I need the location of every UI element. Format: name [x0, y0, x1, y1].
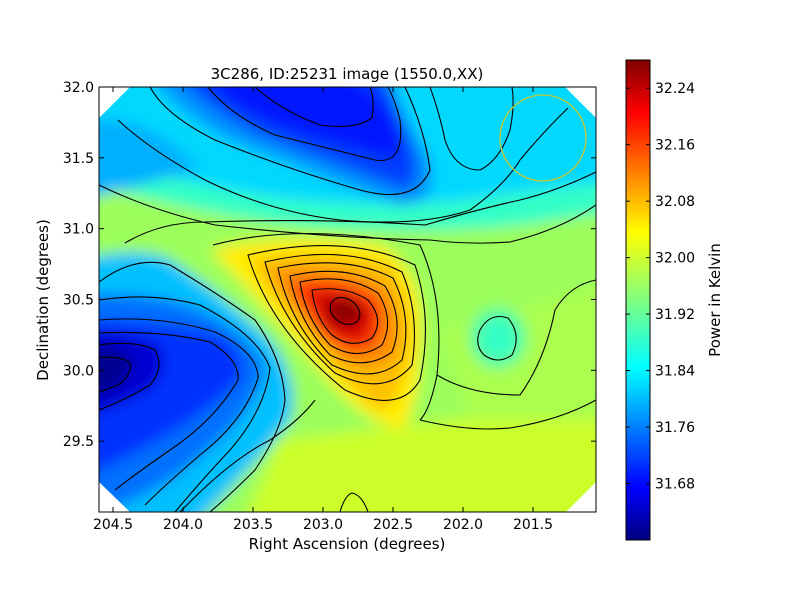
beam-circle-group — [499, 94, 587, 182]
contour-peak-4 — [289, 270, 398, 364]
contour-top-3 — [254, 87, 374, 127]
contour-top-1 — [149, 87, 431, 196]
contour-peak-7 — [247, 245, 426, 401]
colorbar-tick-label: 32.24 — [655, 81, 695, 97]
y-tick-label: 30.0 — [63, 363, 94, 379]
contour-upper-1 — [99, 184, 596, 244]
contour-local-min — [477, 315, 517, 361]
heatmap-field — [99, 87, 596, 512]
colorbar-tick-label: 31.84 — [655, 364, 695, 380]
contour-upper-2 — [124, 169, 596, 244]
x-tick-label: 203.5 — [233, 517, 273, 533]
x-tick-label: 204.5 — [93, 517, 133, 533]
colorbar-tick-label: 32.16 — [655, 138, 695, 154]
chart-title-group: 3C286, ID:25231 image (1550.0,XX) — [211, 65, 484, 83]
contour-band-2 — [436, 279, 596, 396]
y-tick-label: 29.5 — [63, 434, 94, 450]
contour-peak-1 — [329, 297, 361, 325]
contour-left-5 — [99, 342, 160, 411]
contour-left-6 — [99, 356, 131, 393]
x-axis-label: Right Ascension (degrees) — [249, 535, 446, 553]
contour-band-1 — [419, 399, 596, 430]
contour-lines — [99, 87, 596, 512]
x-tick-label: 201.5 — [513, 517, 553, 533]
colorbar-gradient — [625, 59, 651, 541]
contour-peak-3 — [299, 278, 389, 355]
colorbar-ticks: 31.68 31.76 31.84 31.92 32.00 32.08 32.16 32.24 — [626, 81, 695, 493]
contour-top-4 — [429, 87, 514, 171]
y-axis-ticks: 29.5 30.0 30.5 31.0 31.5 32.0 — [63, 80, 596, 450]
beam-circle — [499, 94, 587, 182]
y-tick-label: 32.0 — [63, 80, 94, 96]
contour-left-2 — [99, 296, 271, 512]
contour-bottom — [339, 492, 369, 512]
contour-peak-2 — [311, 288, 379, 344]
y-tick-label: 30.5 — [63, 293, 94, 309]
x-tick-label: 202.5 — [373, 517, 413, 533]
contour-peak-5 — [277, 262, 407, 375]
colorbar-label: Power in Kelvin — [706, 243, 724, 357]
contour-peak-6 — [264, 253, 416, 385]
y-axis-label: Declination (degrees) — [34, 219, 52, 381]
x-tick-label: 203.0 — [303, 517, 343, 533]
contour-left-1 — [99, 261, 286, 512]
contour-top-2 — [207, 87, 402, 162]
colorbar: 31.68 31.76 31.84 31.92 32.00 32.08 32.16 32.24… — [625, 59, 724, 541]
colorbar-tick-label: 31.92 — [655, 307, 695, 323]
x-tick-label: 202.0 — [443, 517, 483, 533]
chart-title: 3C286, ID:25231 image (1550.0,XX) — [211, 65, 484, 83]
colorbar-tick-label: 31.76 — [655, 420, 695, 436]
contour-left-4 — [99, 331, 239, 491]
contour-bottom-left — [179, 399, 316, 512]
colorbar-tick-label: 32.00 — [655, 251, 695, 267]
contour-upper-3 — [117, 107, 569, 223]
contour-peak-8 — [212, 233, 440, 421]
colorbar-tick-label: 32.08 — [655, 194, 695, 210]
x-axis-ticks: 204.5 204.0 203.5 203.0 202.5 202.0 201.5 — [93, 87, 553, 533]
y-tick-label: 31.5 — [63, 151, 94, 167]
colorbar-tick-label: 31.68 — [655, 477, 695, 493]
y-tick-label: 31.0 — [63, 222, 94, 238]
x-tick-label: 204.0 — [163, 517, 203, 533]
contour-left-3 — [99, 318, 259, 506]
